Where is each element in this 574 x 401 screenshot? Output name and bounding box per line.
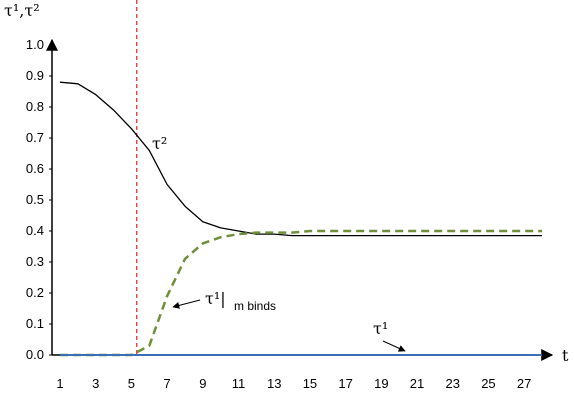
x-tick-label: 19: [374, 376, 388, 391]
x-tick-label: 21: [410, 376, 424, 391]
y-tick-label: 0.1: [26, 316, 44, 331]
series-tau2: [59, 81, 542, 237]
x-tick-label: 9: [199, 376, 206, 391]
tau1-binds-annotation: τ¹|: [205, 289, 226, 308]
x-tick-label: 25: [481, 376, 495, 391]
x-tick-label: 15: [303, 376, 317, 391]
x-tick-label: 17: [338, 376, 352, 391]
y-tick-label: 0.4: [26, 223, 44, 238]
series-tau1_binds: [60, 229, 542, 357]
x-tick-label: 11: [232, 376, 246, 391]
x-tick-label: 3: [92, 376, 99, 391]
y-tick-label: 0.7: [26, 130, 44, 145]
x-tick-label: 5: [128, 376, 135, 391]
tau1-arrow: [382, 340, 406, 352]
x-tick-label: 27: [517, 376, 531, 391]
tau1-annotation: τ¹: [373, 319, 388, 338]
y-tick-label: 0.2: [26, 285, 44, 300]
y-tick-label: 0.6: [26, 161, 44, 176]
x-tick-label: 1: [56, 376, 63, 391]
tau1-binds-arrow: [172, 299, 201, 309]
y-tick-label: 0.5: [26, 192, 44, 207]
series-group: [59, 81, 542, 357]
y-tick-label: 0.8: [26, 99, 44, 114]
y-axis-label: τ¹,τ²: [4, 1, 40, 20]
x-tick-label: 23: [446, 376, 460, 391]
x-axis-label: t: [562, 346, 569, 365]
tau2-annotation: τ²: [152, 134, 167, 153]
x-tick-label: 13: [267, 376, 281, 391]
x-tick-label: 7: [163, 376, 170, 391]
y-tick-label: 0.9: [26, 68, 44, 83]
y-tick-labels: 0.0 0.1 0.2 0.3 0.4 0.5 0.6 0.7 0.8 0.9 1.0: [26, 37, 52, 362]
tau1-binds-subscript: m binds: [234, 299, 276, 313]
x-tick-labels: 1 3 5 7 9 11 13 15 17 19 21 23 25 27: [56, 376, 531, 391]
y-tick-label: 0.3: [26, 254, 44, 269]
y-tick-label: 1.0: [26, 37, 44, 52]
y-tick-label: 0.0: [26, 347, 44, 362]
